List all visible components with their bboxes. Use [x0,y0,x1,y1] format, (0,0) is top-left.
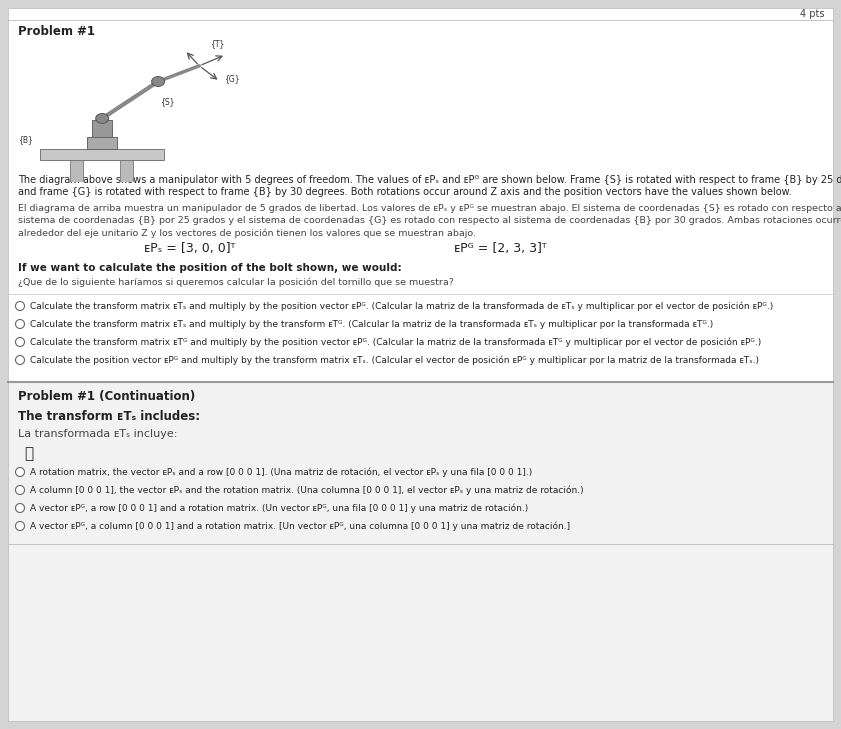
Text: {B}: {B} [19,135,33,144]
Text: {T}: {T} [209,39,225,47]
Text: ⮥: ⮥ [24,446,33,461]
Circle shape [15,504,24,512]
Text: ᴇPₛ = [3, 0, 0]ᵀ: ᴇPₛ = [3, 0, 0]ᵀ [145,241,235,254]
Circle shape [15,338,24,346]
Text: {S}: {S} [160,97,174,106]
Text: If we want to calculate the position of the bolt shown, we would:: If we want to calculate the position of … [18,263,402,273]
Text: ᴇPᴳ = [2, 3, 3]ᵀ: ᴇPᴳ = [2, 3, 3]ᵀ [453,241,547,254]
Text: Calculate the transform matrix ᴇTₛ and multiply by the position vector ᴇPᴳ. (Cal: Calculate the transform matrix ᴇTₛ and m… [30,301,773,311]
Text: ¿Que de lo siguiente haríamos si queremos calcular la posición del tornillo que : ¿Que de lo siguiente haríamos si queremo… [18,277,454,286]
Text: The transform ᴇTₛ includes:: The transform ᴇTₛ includes: [18,410,200,423]
Text: 4 pts: 4 pts [801,9,825,19]
Circle shape [15,521,24,531]
Text: Calculate the transform matrix ᴇTᴳ and multiply by the position vector ᴇPᴳ. (Cal: Calculate the transform matrix ᴇTᴳ and m… [30,338,761,347]
Bar [119,160,133,182]
Text: sistema de coordenadas {B} por 25 grados y el sistema de coordenadas {G} es rota: sistema de coordenadas {B} por 25 grados… [18,216,841,225]
Bar [87,138,117,149]
Text: The diagram above shows a manipulator with 5 degrees of freedom. The values of ᴇ: The diagram above shows a manipulator wi… [18,175,841,185]
Text: A vector ᴇPᴳ, a row [0 0 0 1] and a rotation matrix. (Un vector ᴇPᴳ, una fila [0: A vector ᴇPᴳ, a row [0 0 0 1] and a rota… [30,503,528,512]
Text: Problem #1: Problem #1 [18,25,95,37]
Bar [92,120,113,138]
Text: Problem #1 (Continuation): Problem #1 (Continuation) [18,389,195,402]
Circle shape [15,302,24,311]
Text: alrededor del eje unitario Z y los vectores de posición tienen los valores que s: alrededor del eje unitario Z y los vecto… [18,228,476,238]
Circle shape [15,356,24,364]
Text: A column [0 0 0 1], the vector ᴇPₛ and the rotation matrix. (Una columna [0 0 0 : A column [0 0 0 1], the vector ᴇPₛ and t… [30,486,584,495]
Circle shape [96,114,108,123]
Text: and frame {G} is rotated with respect to frame {B} by 30 degrees. Both rotations: and frame {G} is rotated with respect to… [18,187,791,197]
Circle shape [15,467,24,477]
Bar [70,160,83,182]
Bar [40,149,164,160]
Text: Calculate the position vector ᴇPᴳ and multiply by the transform matrix ᴇTₛ. (Cal: Calculate the position vector ᴇPᴳ and mu… [30,355,759,364]
Circle shape [15,319,24,329]
Text: A vector ᴇPᴳ, a column [0 0 0 1] and a rotation matrix. [Un vector ᴇPᴳ, una colu: A vector ᴇPᴳ, a column [0 0 0 1] and a r… [30,521,570,531]
Text: La transformada ᴇTₛ incluye:: La transformada ᴇTₛ incluye: [18,429,177,439]
Circle shape [151,77,165,87]
Text: A rotation matrix, the vector ᴇPₛ and a row [0 0 0 1]. (Una matriz de rotación, : A rotation matrix, the vector ᴇPₛ and a … [30,467,532,477]
Text: Calculate the transform matrix ᴇTₛ and multiply by the transform ᴇTᴳ. (Calcular : Calculate the transform matrix ᴇTₛ and m… [30,319,713,329]
Circle shape [15,486,24,494]
Bar [8,382,833,721]
Text: El diagrama de arriba muestra un manipulador de 5 grados de libertad. Los valore: El diagrama de arriba muestra un manipul… [18,204,841,213]
Text: {G}: {G} [224,74,240,84]
